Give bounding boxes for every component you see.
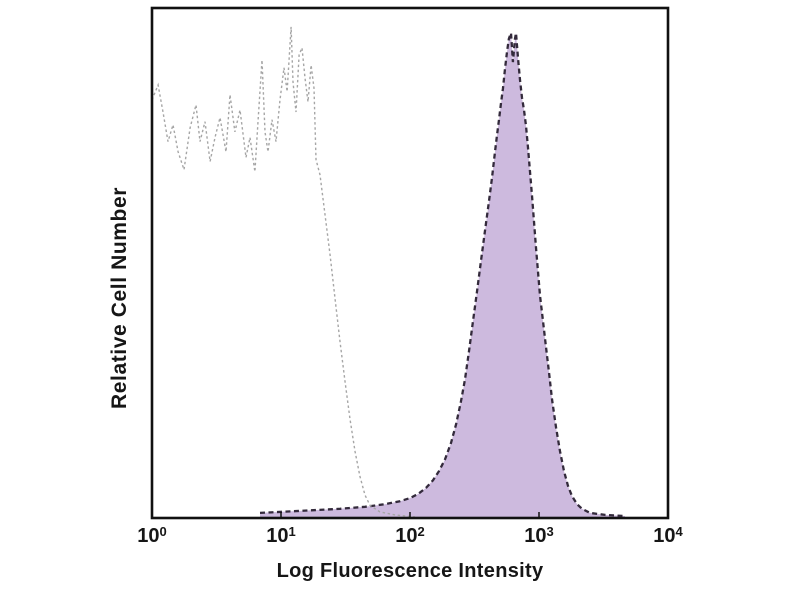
x-axis-label: Log Fluorescence Intensity [276, 560, 544, 582]
x-tick-label: 102 [395, 524, 425, 547]
x-tick-label: 103 [524, 524, 554, 547]
control-histogram-trace [151, 26, 416, 518]
stained-histogram-outline [259, 32, 626, 518]
stained-histogram-area [260, 33, 625, 518]
x-tick-label: 104 [653, 524, 683, 547]
y-axis-label: Relative Cell Number [108, 186, 131, 410]
x-tick-label: 101 [266, 524, 296, 547]
plot-frame [150, 6, 670, 520]
x-tick-label: 100 [137, 524, 167, 547]
